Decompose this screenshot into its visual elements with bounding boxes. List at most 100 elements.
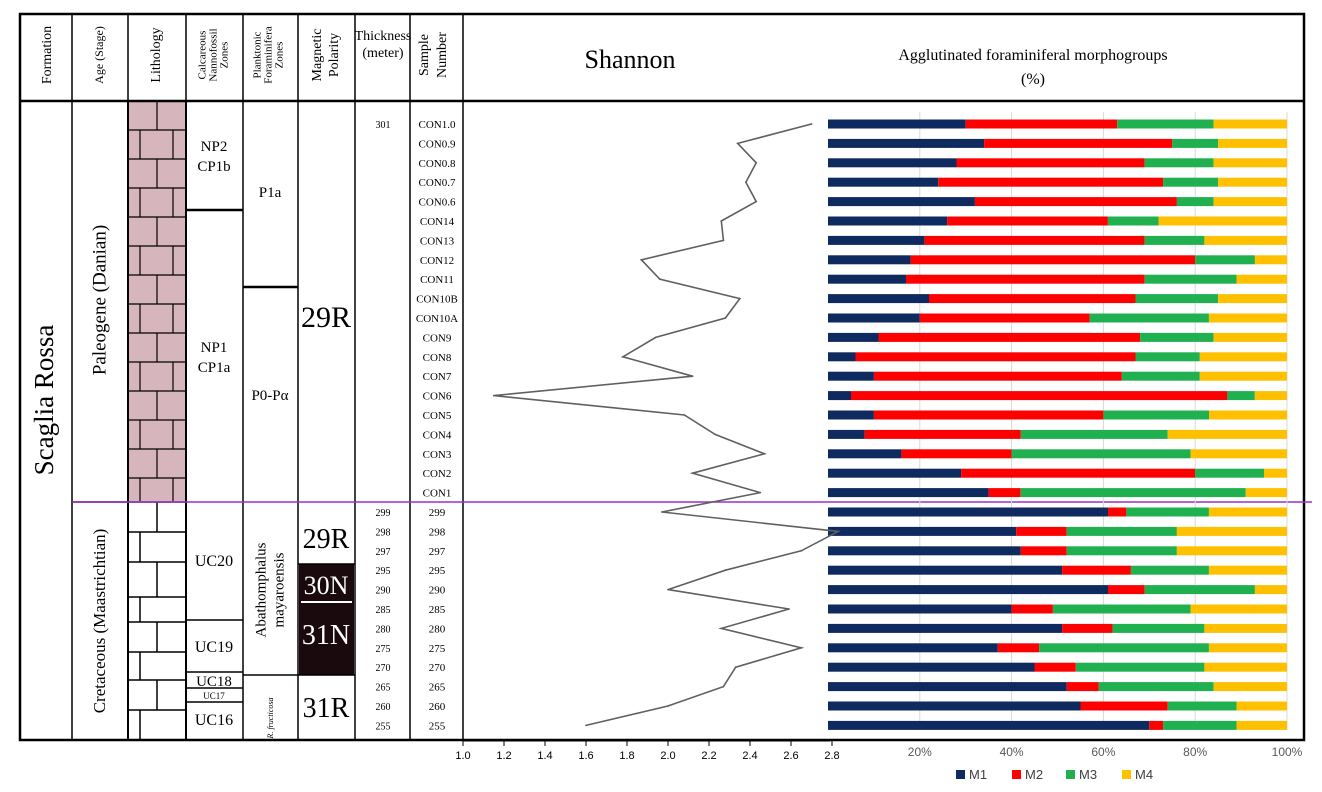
bar-segment-m2 (1108, 585, 1145, 595)
bar-segment-m4 (1213, 119, 1287, 129)
polarity-31r: 31R (303, 693, 350, 724)
bar-segment-m2 (1062, 565, 1131, 575)
bar-segment-m1 (828, 274, 906, 284)
legend-swatch-m3 (1066, 770, 1075, 779)
bar-segment-m4 (1204, 623, 1287, 633)
bar-segment-m3 (1195, 255, 1255, 265)
bar-segment-m1 (828, 488, 989, 498)
header-sample-2: Number (435, 32, 450, 78)
bar-segment-m4 (1213, 197, 1287, 207)
bar-segment-m4 (1209, 507, 1287, 517)
bar-segment-m3 (1098, 682, 1214, 692)
bar-segment-m1 (828, 604, 1012, 614)
bar-segment-m4 (1190, 449, 1287, 459)
header-nanno-2: Nannofossil (208, 28, 220, 81)
bar-segment-m3 (1135, 294, 1219, 304)
age-cretaceous: Cretaceous (Maastrichtian) (90, 529, 109, 714)
bar-segment-m1 (828, 468, 962, 478)
bar-segment-m1 (828, 138, 985, 148)
bar-segment-m3 (1039, 643, 1209, 653)
bar-segment-m2 (1066, 682, 1099, 692)
bar-segment-m4 (1204, 662, 1287, 672)
shannon-point (492, 394, 495, 397)
thickness-label: 260 (376, 702, 391, 713)
shannon-point (810, 123, 813, 125)
shannon-point (622, 355, 624, 358)
bar-x-axis: 20% 40% 60% 80% 100% (908, 745, 1303, 759)
shannon-x-axis: 1.0 1.2 1.4 1.6 1.8 2.0 2.2 2.4 2.6 2.8 (455, 740, 840, 762)
bar-segment-m2 (906, 274, 1145, 284)
zone-uc17: UC17 (203, 691, 225, 701)
zone-uc19: UC19 (195, 639, 233, 656)
bar-segment-m4 (1199, 371, 1287, 381)
sample-label: 285 (429, 604, 446, 616)
header-age: Age (Stage) (92, 26, 106, 84)
formation-name: Scaglia Rossa (29, 325, 59, 476)
sample-label: 299 (429, 507, 446, 519)
zone-np1: NP1 (201, 340, 228, 356)
shannon-point (837, 530, 840, 533)
bar-segment-m4 (1176, 526, 1287, 536)
legend: M1 M2 M3 M4 (956, 767, 1153, 782)
bar-segment-m2 (1016, 526, 1067, 536)
zone-p1a: P1a (259, 185, 282, 201)
bar-segment-m3 (1103, 410, 1209, 420)
shannon-tick-label: 1.8 (619, 750, 634, 762)
legend-label-m1: M1 (969, 767, 987, 782)
shannon-title: Shannon (585, 45, 676, 74)
shannon-point (720, 220, 723, 222)
bar-segment-m1 (828, 371, 874, 381)
zone-np2: NP2 (201, 139, 228, 155)
shannon-tick-label: 2.2 (701, 750, 716, 762)
bar-segment-m1 (828, 313, 920, 323)
bar-segment-m1 (828, 255, 911, 265)
shannon-point (755, 200, 758, 203)
bar-segment-m3 (1140, 332, 1214, 342)
shannon-tick-label: 1.0 (455, 750, 470, 762)
sample-label: CON12 (420, 255, 454, 267)
bar-segment-m2 (988, 488, 1021, 498)
sample-label: CON0.7 (419, 177, 456, 189)
header-sample-1: Sample (417, 34, 432, 76)
header-magnetic-2: Polarity (327, 33, 342, 77)
shannon-point (658, 278, 661, 281)
bar-segment-m2 (1034, 662, 1076, 672)
polarity-29r-lower: 29R (303, 524, 350, 555)
bar-segment-m1 (828, 216, 948, 226)
legend-swatch-m4 (1122, 770, 1131, 779)
bar-segment-m1 (828, 662, 1035, 672)
bar-segment-m4 (1254, 391, 1287, 401)
shannon-point (800, 646, 803, 649)
thickness-label: 255 (376, 721, 391, 732)
bar-segment-m1 (828, 585, 1108, 595)
shannon-point (691, 375, 694, 378)
thickness-label: 297 (376, 547, 391, 558)
bar-segment-m1 (828, 565, 1063, 575)
bar-segment-m4 (1254, 255, 1287, 265)
sample-label: 270 (429, 662, 446, 674)
sample-label: CON11 (420, 274, 454, 286)
shannon-point (745, 181, 747, 184)
bar-segment-m3 (1089, 313, 1209, 323)
shannon-point (800, 549, 803, 552)
sample-label: CON5 (423, 410, 452, 422)
legend-label-m2: M2 (1025, 767, 1043, 782)
sample-label: CON7 (423, 371, 452, 383)
shannon-point (667, 588, 669, 591)
lithology-brick-pattern (128, 100, 186, 501)
bar-segment-m2 (878, 332, 1141, 342)
legend-swatch-m1 (956, 770, 965, 779)
bar-segment-m2 (873, 410, 1104, 420)
sample-label: 265 (429, 682, 446, 694)
bar-segment-m3 (1066, 526, 1177, 536)
thickness-label: 298 (376, 527, 391, 538)
bar-segment-m3 (1172, 138, 1219, 148)
bar-segment-m4 (1218, 177, 1287, 187)
bar-segment-m2 (864, 429, 1021, 439)
sample-label: 260 (429, 701, 446, 713)
shannon-line (492, 123, 841, 727)
bar-segment-m3 (1020, 488, 1246, 498)
bar-segment-m3 (1176, 197, 1214, 207)
shannon-point (585, 724, 587, 727)
